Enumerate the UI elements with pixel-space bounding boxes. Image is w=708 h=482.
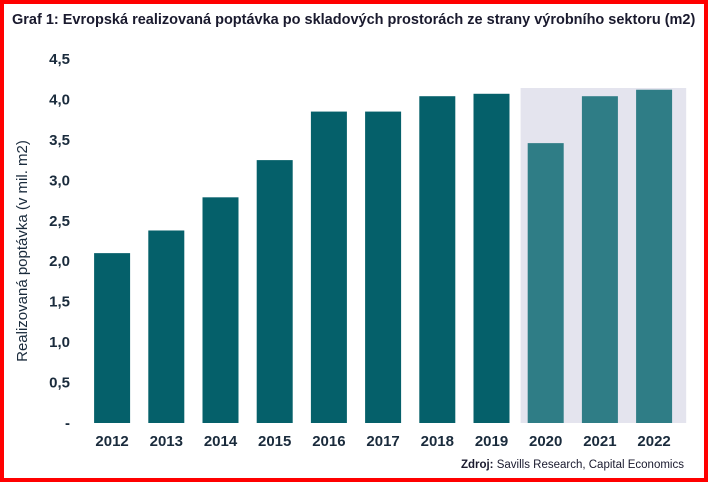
x-tick-label: 2018	[421, 433, 454, 450]
source-label: Zdroj:	[460, 459, 494, 471]
x-tick-label: 2016	[312, 433, 345, 450]
y-tick-label: 4,5	[49, 51, 70, 68]
x-tick-label: 2021	[583, 433, 616, 450]
y-tick-label: 1,5	[49, 294, 70, 311]
x-tick-label: 2013	[150, 433, 183, 450]
bar-2018	[419, 96, 456, 423]
y-tick-label: 0,5	[49, 375, 70, 392]
bar-2012	[94, 253, 131, 423]
y-tick-label: 1,0	[49, 334, 70, 351]
y-tick-label: 3,5	[49, 132, 70, 149]
y-tick-label: 2,0	[49, 253, 70, 270]
bar-2017	[365, 111, 402, 424]
x-tick-label: 2019	[475, 433, 508, 450]
bar-2022	[636, 89, 673, 423]
y-tick-label: 4,0	[49, 91, 70, 108]
x-tick-label: 2012	[95, 433, 128, 450]
source-note: Zdroj: Savills Research, Capital Economi…	[461, 459, 684, 471]
x-tick-label: 2022	[637, 433, 670, 450]
bar-2021	[581, 96, 618, 423]
bar-2013	[148, 230, 185, 423]
bar-2014	[202, 197, 239, 423]
x-tick-label: 2020	[529, 433, 562, 450]
x-tick-label: 2017	[366, 433, 399, 450]
y-tick-label: 2,5	[49, 213, 70, 230]
chart-title: Graf 1: Evropská realizovaná poptávka po…	[12, 12, 696, 28]
x-tick-label: 2015	[258, 433, 291, 450]
bar-2020	[527, 143, 564, 423]
y-tick-label: -	[65, 415, 70, 432]
source-text: Savills Research, Capital Economics	[496, 459, 684, 471]
y-axis-label: Realizovaná poptávka (v mil. m2)	[14, 140, 31, 362]
bar-2015	[256, 160, 293, 423]
x-tick-label: 2014	[204, 433, 238, 450]
bar-2016	[310, 111, 347, 424]
y-tick-label: 3,0	[49, 172, 70, 189]
bar-2019	[473, 93, 510, 423]
